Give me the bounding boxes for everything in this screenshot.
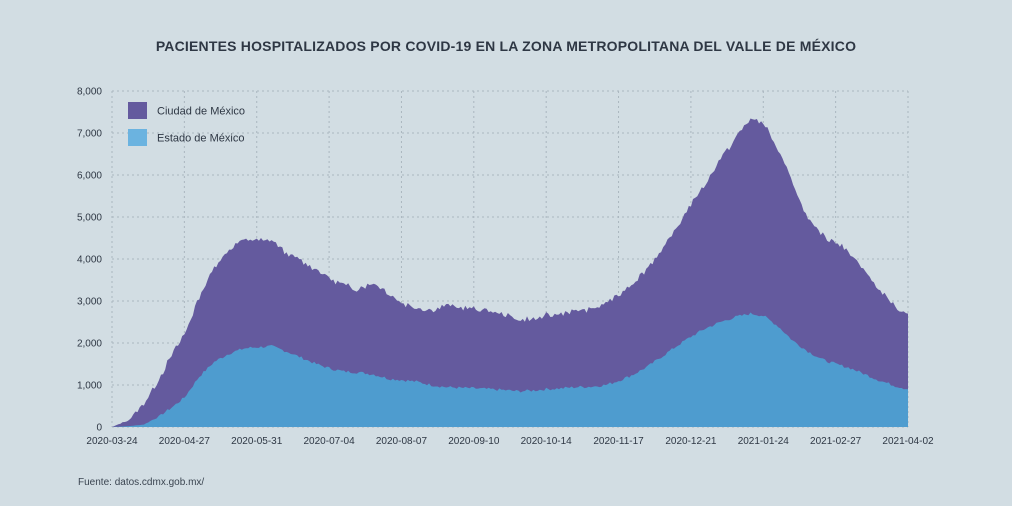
x-axis-ticks: 2020-03-24 2020-04-27 2020-05-31 2020-07-04… [86, 436, 934, 447]
x-tick-label: 2020-09-10 [448, 436, 500, 447]
x-tick-label: 2021-01-24 [738, 436, 790, 447]
y-tick-label: 8,000 [77, 87, 102, 98]
y-tick-label: 5,000 [77, 213, 102, 224]
legend: Ciudad de México Estado de México [128, 102, 245, 146]
x-tick-label: 2020-10-14 [521, 436, 573, 447]
y-tick-label: 0 [96, 423, 102, 434]
legend-swatch [128, 129, 147, 146]
area-estado-de-mexico [112, 312, 908, 427]
y-axis-ticks: 0 1,000 2,000 3,000 4,000 5,000 6,000 7,000 8,00… [77, 87, 102, 434]
y-tick-label: 4,000 [77, 255, 102, 266]
x-tick-label: 2020-12-21 [665, 436, 717, 447]
x-tick-label: 2021-02-27 [810, 436, 862, 447]
y-tick-label: 2,000 [77, 339, 102, 350]
x-tick-label: 2020-05-31 [231, 436, 283, 447]
x-tick-label: 2021-04-02 [882, 436, 934, 447]
y-tick-label: 6,000 [77, 171, 102, 182]
x-tick-label: 2020-04-27 [159, 436, 211, 447]
chart-title: PACIENTES HOSPITALIZADOS POR COVID-19 EN… [155, 38, 857, 54]
x-tick-label: 2020-11-17 [593, 436, 644, 447]
source-note: Fuente: datos.cdmx.gob.mx/ [78, 477, 205, 488]
legend-label: Estado de México [157, 133, 244, 145]
areas [112, 118, 908, 427]
x-tick-label: 2020-03-24 [86, 436, 138, 447]
y-tick-label: 7,000 [77, 129, 102, 140]
legend-label: Ciudad de México [157, 106, 245, 118]
legend-swatch [128, 102, 147, 119]
y-tick-label: 1,000 [77, 381, 102, 392]
y-tick-label: 3,000 [77, 297, 102, 308]
x-tick-label: 2020-07-04 [304, 436, 356, 447]
x-tick-label: 2020-08-07 [376, 436, 428, 447]
